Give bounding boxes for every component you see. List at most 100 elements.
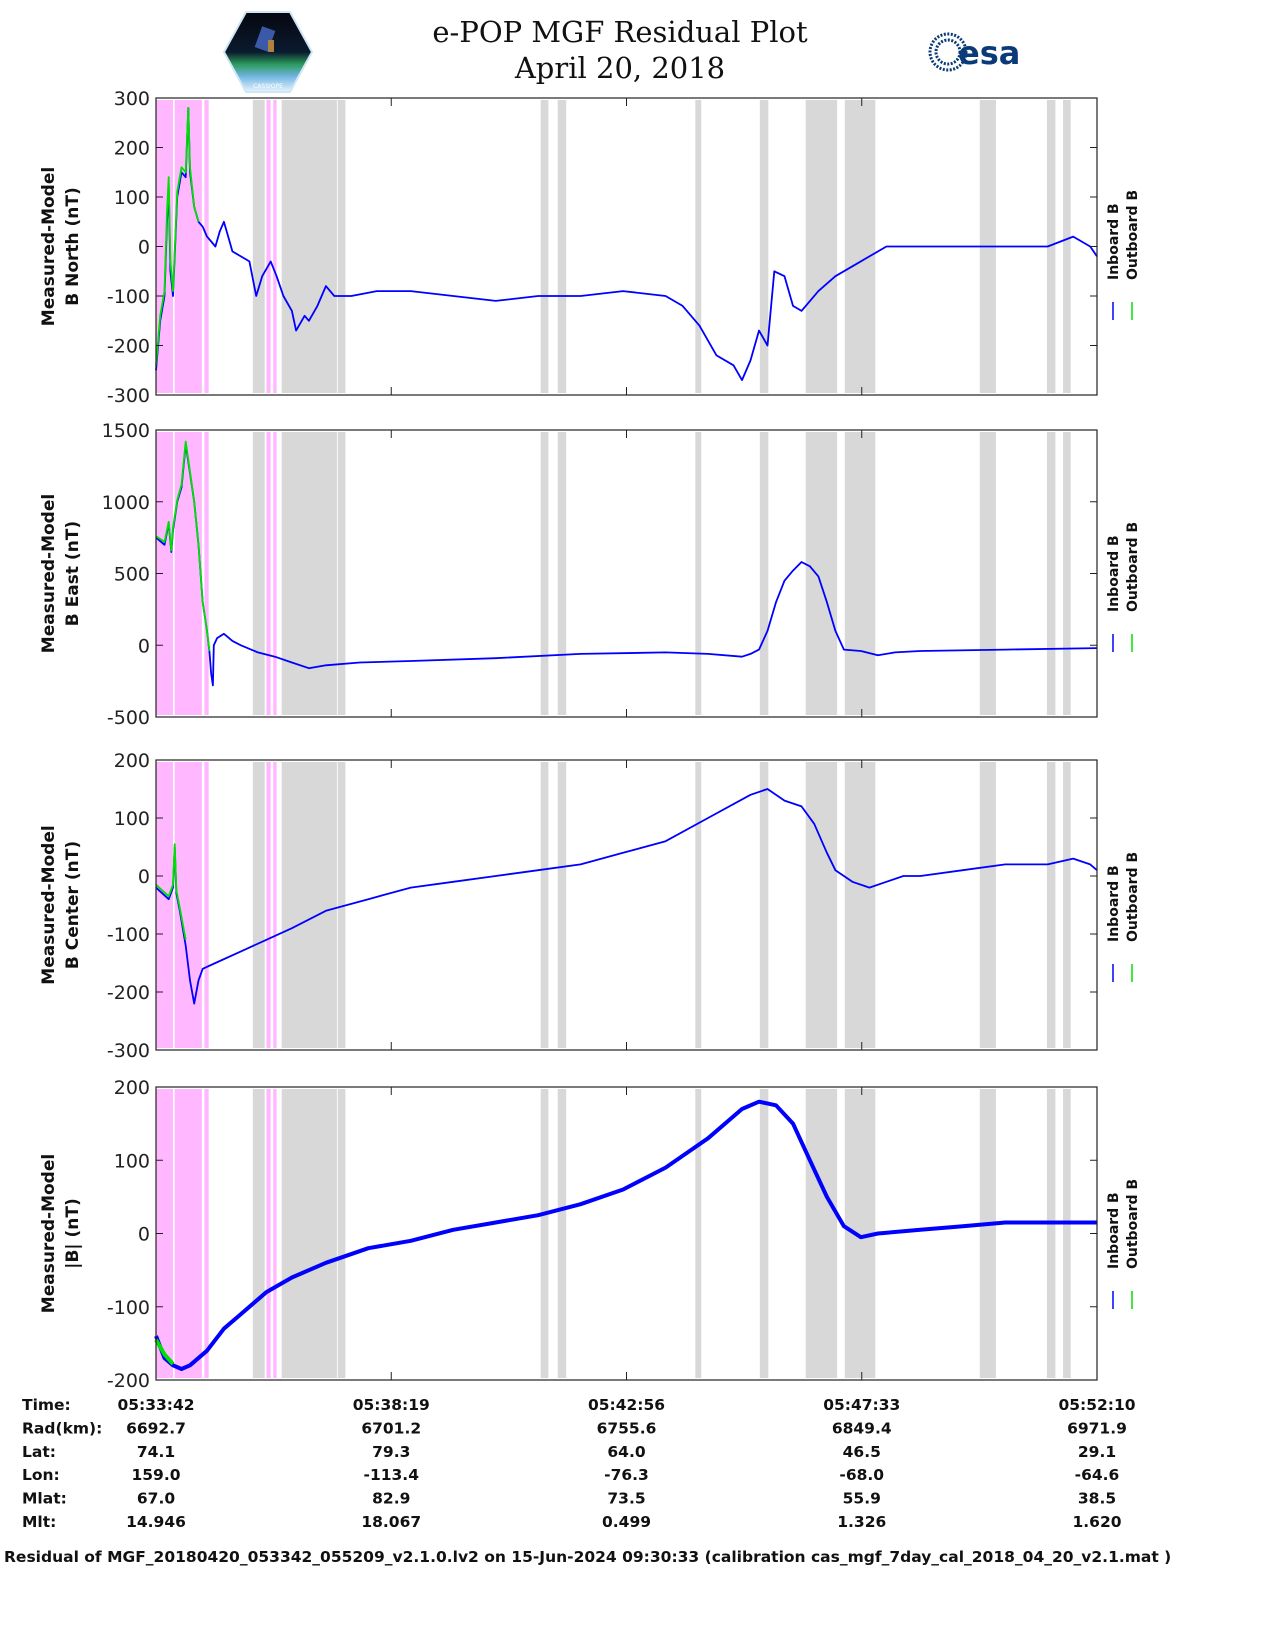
table-row-label: Rad(km):: [22, 1419, 102, 1437]
shaded-region-gray: [540, 762, 549, 1048]
shaded-region-gray: [281, 100, 337, 393]
table-row-label: Lon:: [22, 1466, 60, 1484]
table-cell: 38.5: [1078, 1490, 1116, 1508]
table-cell: 159.0: [131, 1466, 180, 1484]
y-tick-label: 200: [114, 750, 150, 772]
footer-caption: Residual of MGF_20180420_053342_055209_v…: [4, 1548, 1171, 1566]
shaded-region-pink: [273, 100, 277, 393]
shaded-region-gray: [805, 762, 838, 1048]
y-axis-label: B North (nT): [63, 187, 83, 306]
shaded-region-gray: [759, 762, 769, 1048]
shaded-region-gray: [759, 1089, 769, 1378]
shaded-region-pink: [156, 432, 173, 715]
table-cell: 6849.4: [832, 1419, 892, 1437]
shaded-region-gray: [695, 100, 702, 393]
table-cell: 64.0: [607, 1443, 645, 1461]
table-cell: 74.1: [137, 1443, 175, 1461]
shaded-region-pink: [174, 432, 202, 715]
shaded-region-gray: [540, 432, 549, 715]
shaded-region-pink: [273, 762, 277, 1048]
table-cell: 14.946: [126, 1513, 186, 1531]
legend-label-inboard: Inboard B: [1106, 1192, 1122, 1269]
shaded-region-gray: [1063, 100, 1071, 393]
shaded-region-gray: [557, 1089, 567, 1378]
cassiope-logo: CASSIOPE: [222, 10, 314, 94]
svg-text:CASSIOPE: CASSIOPE: [253, 83, 283, 90]
table-cell: 55.9: [843, 1490, 881, 1508]
table-cell: 46.5: [843, 1443, 881, 1461]
shaded-region-pink: [204, 1089, 209, 1378]
y-tick-label: -500: [107, 707, 150, 729]
table-cell: 82.9: [372, 1490, 410, 1508]
series-line-inboard: [154, 1099, 1097, 1371]
shaded-region-gray: [337, 432, 346, 715]
legend-label-inboard: Inboard B: [1106, 203, 1122, 280]
y-axis-label: Measured-Model: [39, 825, 59, 984]
y-axis-label: Measured-Model: [39, 494, 59, 653]
y-axis-label: B Center (nT): [63, 841, 83, 969]
y-tick-label: 200: [114, 1077, 150, 1099]
shaded-region-gray: [979, 762, 996, 1048]
y-tick-label: 100: [114, 808, 150, 830]
y-tick-label: -200: [107, 982, 150, 1004]
y-tick-label: -100: [107, 1297, 150, 1319]
y-tick-label: 100: [114, 1150, 150, 1172]
table-cell: 05:38:19: [353, 1396, 430, 1414]
shaded-region-pink: [174, 1089, 202, 1378]
shaded-region-gray: [557, 432, 567, 715]
series-line-outboard: [154, 1338, 175, 1366]
shaded-region-gray: [540, 1089, 549, 1378]
shaded-region-pink: [266, 1089, 271, 1378]
shaded-region-gray: [1046, 1089, 1056, 1378]
shaded-region-pink: [273, 432, 277, 715]
y-axis-label: B East (nT): [63, 521, 83, 626]
table-cell: 05:42:56: [588, 1396, 665, 1414]
table-cell: -68.0: [839, 1466, 884, 1484]
plot-title: e-POP MGF Residual Plot April 20, 2018: [370, 14, 870, 86]
shaded-region-pink: [174, 100, 202, 393]
y-tick-label: 300: [114, 88, 150, 110]
shaded-region-gray: [557, 100, 567, 393]
y-tick-label: 200: [114, 138, 150, 160]
table-cell: 1.326: [837, 1513, 886, 1531]
shaded-region-pink: [204, 100, 209, 393]
table-cell: -113.4: [364, 1466, 420, 1484]
series-line-outboard: [155, 843, 187, 940]
shaded-region-gray: [281, 762, 337, 1048]
table-row-label: Mlat:: [22, 1490, 67, 1508]
shaded-region-gray: [979, 1089, 996, 1378]
table-cell: 6755.6: [597, 1419, 657, 1437]
table-cell: 05:33:42: [117, 1396, 194, 1414]
esa-logo: esa: [928, 30, 1038, 74]
shaded-region-gray: [1046, 432, 1056, 715]
legend-label-outboard: Outboard B: [1125, 190, 1141, 280]
shaded-region-gray: [1063, 1089, 1071, 1378]
table-cell: 6692.7: [126, 1419, 186, 1437]
shaded-region-gray: [337, 1089, 346, 1378]
shaded-region-gray: [557, 762, 567, 1048]
shaded-region-gray: [759, 100, 769, 393]
shaded-region-gray: [281, 432, 337, 715]
y-tick-label: 100: [114, 187, 150, 209]
shaded-region-pink: [266, 432, 271, 715]
shaded-region-gray: [1063, 432, 1071, 715]
y-tick-label: 0: [138, 866, 150, 888]
shaded-region-pink: [266, 100, 271, 393]
shaded-region-pink: [156, 762, 173, 1048]
y-axis-label: Measured-Model: [39, 1154, 59, 1313]
y-axis-label: Measured-Model: [39, 167, 59, 326]
table-cell: 1.620: [1072, 1513, 1121, 1531]
plot-title-line1: e-POP MGF Residual Plot: [432, 15, 808, 49]
shaded-region-pink: [266, 762, 271, 1048]
shaded-region-gray: [805, 100, 838, 393]
y-tick-label: -100: [107, 286, 150, 308]
shaded-region-gray: [844, 100, 876, 393]
shaded-region-gray: [252, 1089, 265, 1378]
table-cell: 6701.2: [361, 1419, 421, 1437]
series-line-outboard: [155, 440, 211, 652]
y-tick-label: 1500: [102, 420, 150, 442]
y-tick-label: -300: [107, 385, 150, 407]
series-line-outboard: [155, 107, 200, 366]
legend-label-outboard: Outboard B: [1125, 522, 1141, 612]
